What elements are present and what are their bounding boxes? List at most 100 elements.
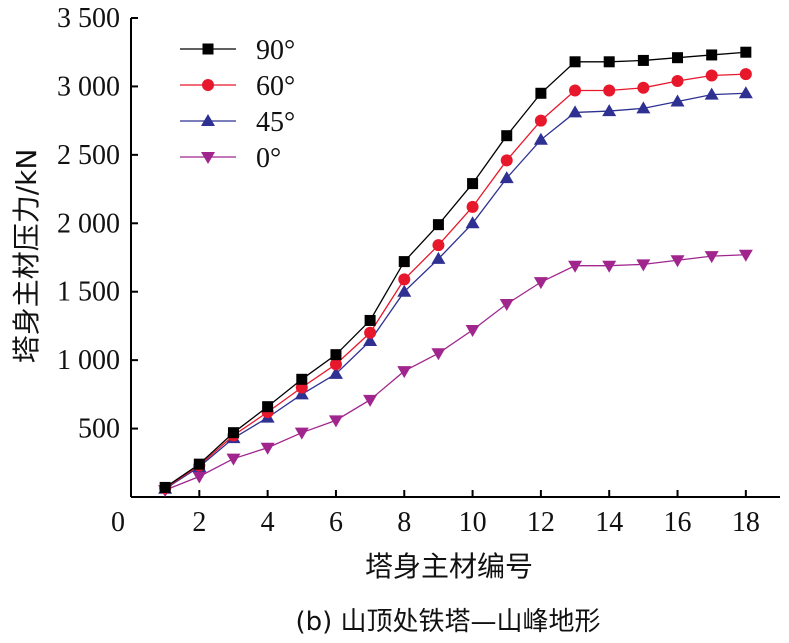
data-point	[637, 54, 649, 66]
data-point	[569, 84, 582, 97]
figure-caption: (b) 山顶处铁塔—山峰地形	[295, 607, 600, 637]
data-point	[294, 427, 309, 440]
data-point	[636, 101, 651, 114]
data-point	[397, 284, 412, 297]
data-point	[533, 277, 548, 290]
data-point	[262, 401, 274, 413]
series-60°	[159, 68, 752, 495]
series-line	[164, 92, 746, 490]
data-point	[398, 273, 411, 286]
y-tick-label: 3 000	[57, 71, 120, 102]
data-point	[192, 471, 207, 484]
data-point	[193, 458, 205, 470]
y-tick-label: 2 000	[57, 208, 120, 239]
data-point	[704, 87, 719, 100]
data-point	[603, 56, 615, 68]
data-point	[465, 325, 480, 338]
data-point	[432, 219, 444, 231]
legend-label: 60°	[256, 71, 295, 102]
x-tick-label: 16	[664, 507, 692, 538]
data-point	[500, 154, 513, 167]
data-point	[466, 200, 479, 213]
y-axis-title: 塔身主材压力/kN	[10, 149, 43, 364]
series-45°	[158, 86, 753, 494]
data-point	[602, 260, 617, 273]
data-point	[465, 216, 480, 229]
x-tick-label: 0	[111, 507, 125, 538]
data-point	[602, 104, 617, 117]
x-tick-label: 10	[459, 507, 487, 538]
data-point	[296, 373, 308, 385]
data-point	[499, 299, 514, 312]
series-line	[164, 51, 746, 488]
data-point	[705, 69, 718, 82]
data-point	[432, 239, 445, 252]
legend-item: 60°	[180, 71, 295, 102]
data-point	[704, 251, 719, 264]
data-point	[328, 415, 343, 428]
data-point	[603, 84, 616, 97]
legend-item: 45°	[180, 107, 295, 138]
ticks: 0 2 4 6 8 10 12 14 16 18 500 1 000 1 500 2 000 2 500 3 …	[57, 3, 760, 538]
data-point	[467, 178, 479, 190]
data-point	[431, 348, 446, 361]
data-point	[260, 442, 275, 455]
data-point	[363, 333, 378, 346]
data-point	[568, 105, 583, 118]
x-tick-label: 4	[261, 507, 275, 538]
data-point	[364, 314, 376, 326]
data-point	[739, 68, 752, 81]
data-point	[568, 260, 583, 273]
legend-label: 90°	[256, 35, 295, 66]
x-axis-title: 塔身主材编号	[365, 550, 533, 583]
y-tick-label: 1 500	[57, 277, 120, 308]
legend-marker	[202, 79, 214, 91]
data-point	[363, 394, 378, 407]
data-point	[398, 256, 410, 268]
axes	[130, 18, 780, 498]
data-point	[330, 349, 342, 361]
legend-label: 45°	[256, 107, 295, 138]
x-tick-label: 12	[527, 507, 555, 538]
data-point	[159, 481, 171, 493]
y-tick-label: 3 500	[57, 3, 120, 34]
series-0°	[158, 249, 753, 498]
data-point	[226, 453, 241, 466]
data-point	[672, 52, 684, 64]
legend-item: 0°	[180, 143, 281, 174]
data-point	[328, 366, 343, 379]
data-point	[671, 74, 684, 87]
data-point	[499, 171, 514, 184]
y-tick-label: 1 000	[57, 345, 120, 376]
data-point	[431, 251, 446, 264]
series-line	[164, 254, 746, 491]
data-point	[397, 366, 412, 379]
series-line	[164, 73, 746, 489]
legend-item: 90°	[180, 35, 295, 66]
data-point	[364, 326, 377, 339]
legend-marker	[201, 114, 215, 126]
data-point	[740, 46, 752, 58]
legend-label: 0°	[256, 143, 281, 174]
y-tick-label: 500	[78, 414, 120, 445]
y-tick-label: 2 500	[57, 140, 120, 171]
data-point	[738, 86, 753, 99]
series-layer	[158, 46, 753, 498]
data-point	[501, 130, 513, 142]
data-point	[329, 358, 342, 371]
data-point	[706, 49, 718, 61]
data-point	[534, 114, 547, 127]
legend: 90° 60° 45° 0°	[180, 35, 295, 174]
data-point	[637, 81, 650, 94]
data-point	[738, 249, 753, 262]
data-point	[636, 259, 651, 272]
series-90°	[159, 46, 752, 493]
x-tick-label: 8	[397, 507, 411, 538]
legend-marker	[202, 43, 214, 55]
data-point	[535, 87, 547, 99]
data-point	[533, 132, 548, 145]
x-tick-label: 18	[732, 507, 760, 538]
data-point	[569, 56, 581, 68]
